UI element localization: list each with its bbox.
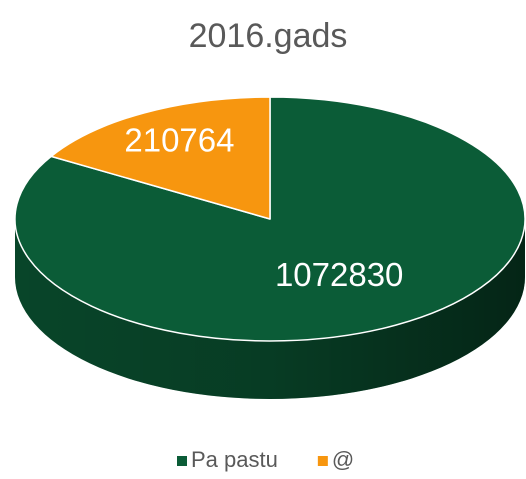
data-label: 1072830 (275, 256, 403, 293)
legend-swatch (317, 456, 328, 466)
chart-title: 2016.gads (189, 17, 348, 55)
legend-label: Pa pastu (191, 447, 278, 472)
data-label: 210764 (124, 121, 234, 158)
pie-slice (50, 96, 271, 220)
pie-side-shade (15, 219, 525, 399)
legend-label: @ (332, 447, 354, 472)
legend-swatch (177, 456, 187, 466)
